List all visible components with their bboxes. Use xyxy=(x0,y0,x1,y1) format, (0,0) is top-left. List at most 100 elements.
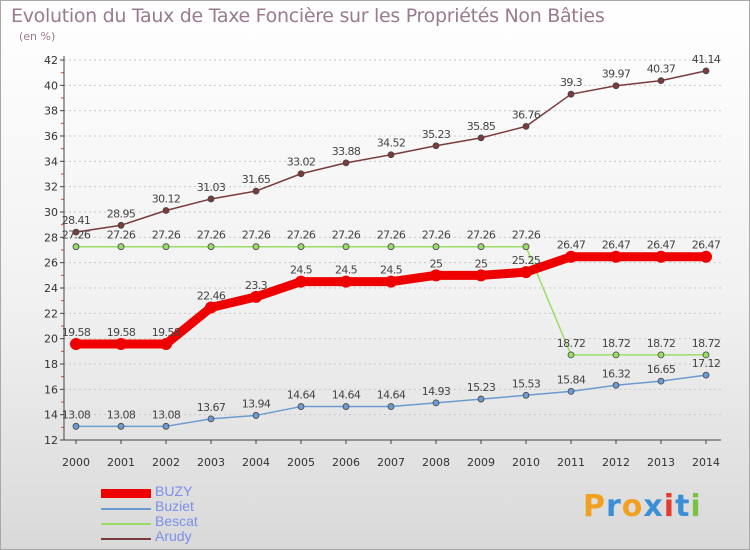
data-label-arudy: 39.3 xyxy=(560,76,583,89)
data-point-buzy xyxy=(475,269,487,282)
data-point-buzy xyxy=(340,275,352,288)
data-label-buziet: 15.84 xyxy=(557,373,586,386)
y-tick-label: 18 xyxy=(44,358,58,371)
data-label-bescat: 18.72 xyxy=(647,337,676,350)
x-tick-label: 2004 xyxy=(242,456,270,469)
data-label-buzy: 25 xyxy=(475,257,488,270)
x-tick-label: 2010 xyxy=(512,456,540,469)
data-label-arudy: 28.95 xyxy=(107,207,136,220)
y-tick-label: 38 xyxy=(44,105,58,118)
y-tick-label: 36 xyxy=(44,130,58,143)
data-point-buzy xyxy=(160,337,172,350)
legend-label: BUZY xyxy=(155,483,193,499)
data-label-buziet: 16.32 xyxy=(602,367,631,380)
y-tick-label: 24 xyxy=(44,282,58,295)
data-point-buzy xyxy=(430,269,442,282)
y-tick-label: 32 xyxy=(44,181,58,194)
series-lines xyxy=(70,67,712,430)
data-point-buzy xyxy=(700,250,712,263)
y-tick-label: 34 xyxy=(44,155,58,168)
data-point-buziet xyxy=(657,377,665,385)
data-label-buziet: 13.67 xyxy=(197,401,226,414)
data-label-arudy: 31.03 xyxy=(197,181,226,194)
data-label-bescat: 18.72 xyxy=(692,337,721,350)
data-label-buziet: 13.08 xyxy=(107,408,136,421)
data-point-buziet xyxy=(567,387,575,395)
data-point-buzy xyxy=(70,337,82,350)
data-label-arudy: 34.52 xyxy=(377,137,406,150)
data-label-buzy: 19.58 xyxy=(107,326,136,339)
data-label-buzy: 25 xyxy=(430,257,443,270)
legend-label: Arudy xyxy=(155,528,192,544)
y-tick-label: 26 xyxy=(44,257,58,270)
data-label-buziet: 15.23 xyxy=(467,381,496,394)
data-label-arudy: 33.02 xyxy=(287,156,316,169)
data-label-arudy: 36.76 xyxy=(512,108,541,121)
data-point-bescat xyxy=(117,243,125,251)
data-label-buzy: 19.58 xyxy=(152,326,181,339)
data-point-arudy xyxy=(297,170,305,178)
data-point-arudy xyxy=(207,195,215,203)
y-tick-label: 40 xyxy=(44,79,58,92)
legend-swatch xyxy=(101,489,151,498)
data-label-bescat: 27.26 xyxy=(287,229,316,242)
data-label-buziet: 13.08 xyxy=(152,408,181,421)
data-label-bescat: 27.26 xyxy=(152,229,181,242)
legend-swatch xyxy=(101,523,151,525)
data-point-arudy xyxy=(72,228,80,236)
logo-letter: t xyxy=(675,489,691,524)
data-point-arudy xyxy=(117,221,125,229)
data-point-buziet xyxy=(162,422,170,430)
data-point-buzy xyxy=(250,290,262,303)
y-tick-label: 16 xyxy=(44,383,58,396)
data-point-bescat xyxy=(567,351,575,359)
data-label-bescat: 27.26 xyxy=(512,229,541,242)
data-label-buzy: 24.5 xyxy=(290,264,313,277)
data-point-buziet xyxy=(72,422,80,430)
x-tick-label: 2011 xyxy=(557,456,585,469)
data-label-bescat: 27.26 xyxy=(62,229,91,242)
data-point-buziet xyxy=(297,403,305,410)
x-tick-label: 2006 xyxy=(332,456,360,469)
data-point-bescat xyxy=(432,243,440,251)
data-label-buziet: 13.08 xyxy=(62,408,91,421)
x-tick-label: 2012 xyxy=(602,456,630,469)
legend-label: Buziet xyxy=(155,498,194,514)
data-point-arudy xyxy=(612,82,620,90)
data-point-buzy xyxy=(655,250,667,263)
data-point-bescat xyxy=(702,351,710,359)
data-point-arudy xyxy=(567,90,575,98)
data-point-buziet xyxy=(207,415,215,423)
data-point-bescat xyxy=(387,243,395,251)
data-point-buzy xyxy=(385,275,397,288)
data-label-bescat: 27.26 xyxy=(197,229,226,242)
data-point-buziet xyxy=(522,391,530,399)
data-label-bescat: 27.26 xyxy=(107,229,136,242)
data-label-buzy: 23.3 xyxy=(245,279,268,292)
y-tick-label: 20 xyxy=(44,333,58,346)
data-label-buzy: 26.47 xyxy=(557,239,586,252)
data-point-buziet xyxy=(702,371,710,379)
data-point-arudy xyxy=(252,187,260,195)
y-tick-label: 28 xyxy=(44,231,58,244)
logo-letter: o xyxy=(621,489,644,524)
data-label-buzy: 26.47 xyxy=(647,239,676,252)
data-label-bescat: 18.72 xyxy=(602,337,631,350)
data-point-bescat xyxy=(612,351,620,359)
y-tick-label: 22 xyxy=(44,307,58,320)
legend-swatch xyxy=(101,538,151,540)
data-point-arudy xyxy=(477,134,485,142)
data-point-buzy xyxy=(205,301,217,314)
logo-letter: i xyxy=(690,489,702,524)
x-tick-label: 2008 xyxy=(422,456,450,469)
data-label-buziet: 14.64 xyxy=(332,389,361,402)
data-label-buzy: 24.5 xyxy=(335,264,358,277)
data-label-buziet: 13.94 xyxy=(242,397,271,410)
data-point-buzy xyxy=(115,337,127,350)
data-point-buziet xyxy=(342,403,350,410)
data-point-buzy xyxy=(565,250,577,263)
data-label-buziet: 14.64 xyxy=(287,389,316,402)
data-point-arudy xyxy=(522,122,530,130)
unit-label: (en %) xyxy=(19,30,56,43)
